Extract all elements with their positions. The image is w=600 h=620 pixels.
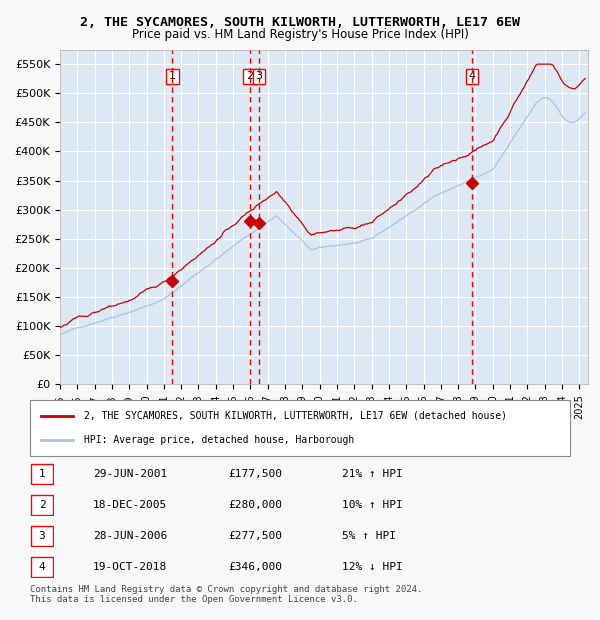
Text: 4: 4 xyxy=(469,71,476,81)
Text: 29-JUN-2001: 29-JUN-2001 xyxy=(93,469,167,479)
FancyBboxPatch shape xyxy=(31,526,53,546)
Text: 12% ↓ HPI: 12% ↓ HPI xyxy=(342,562,403,572)
FancyBboxPatch shape xyxy=(31,495,53,515)
Text: 4: 4 xyxy=(38,562,46,572)
FancyBboxPatch shape xyxy=(31,557,53,577)
Text: £280,000: £280,000 xyxy=(228,500,282,510)
Text: 19-OCT-2018: 19-OCT-2018 xyxy=(93,562,167,572)
Text: 21% ↑ HPI: 21% ↑ HPI xyxy=(342,469,403,479)
Text: £177,500: £177,500 xyxy=(228,469,282,479)
Text: HPI: Average price, detached house, Harborough: HPI: Average price, detached house, Harb… xyxy=(84,435,354,445)
Text: 18-DEC-2005: 18-DEC-2005 xyxy=(93,500,167,510)
Text: £346,000: £346,000 xyxy=(228,562,282,572)
Text: 3: 3 xyxy=(38,531,46,541)
FancyBboxPatch shape xyxy=(30,400,570,456)
Text: 2: 2 xyxy=(246,71,253,81)
Text: £277,500: £277,500 xyxy=(228,531,282,541)
Text: 2: 2 xyxy=(38,500,46,510)
Text: 3: 3 xyxy=(256,71,262,81)
FancyBboxPatch shape xyxy=(31,464,53,484)
Text: Contains HM Land Registry data © Crown copyright and database right 2024.
This d: Contains HM Land Registry data © Crown c… xyxy=(30,585,422,604)
Text: 5% ↑ HPI: 5% ↑ HPI xyxy=(342,531,396,541)
Text: Price paid vs. HM Land Registry's House Price Index (HPI): Price paid vs. HM Land Registry's House … xyxy=(131,28,469,41)
Text: 28-JUN-2006: 28-JUN-2006 xyxy=(93,531,167,541)
Text: 1: 1 xyxy=(169,71,176,81)
Text: 10% ↑ HPI: 10% ↑ HPI xyxy=(342,500,403,510)
Text: 2, THE SYCAMORES, SOUTH KILWORTH, LUTTERWORTH, LE17 6EW (detached house): 2, THE SYCAMORES, SOUTH KILWORTH, LUTTER… xyxy=(84,410,507,420)
Text: 2, THE SYCAMORES, SOUTH KILWORTH, LUTTERWORTH, LE17 6EW: 2, THE SYCAMORES, SOUTH KILWORTH, LUTTER… xyxy=(80,16,520,29)
Text: 1: 1 xyxy=(38,469,46,479)
